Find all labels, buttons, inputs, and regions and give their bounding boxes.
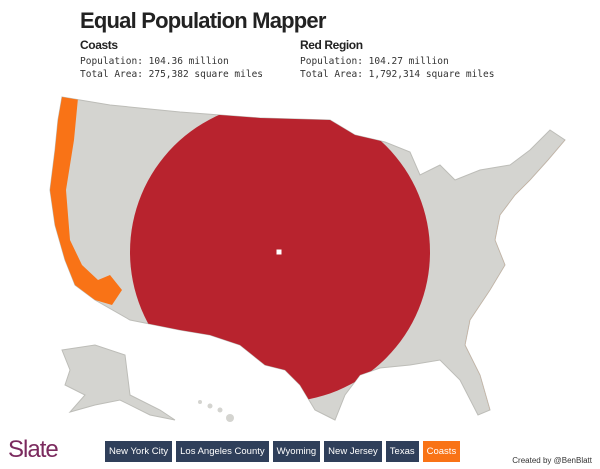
preset-button[interactable]: Wyoming: [272, 441, 321, 462]
area: Total Area: 1,792,314 square miles: [300, 69, 495, 80]
area: Total Area: 275,382 square miles: [80, 69, 264, 80]
logo[interactable]: Slate: [8, 436, 59, 463]
preset-button[interactable]: Los Angeles County: [176, 441, 269, 462]
panel-name: Coasts: [80, 38, 118, 52]
coasts-panel: Coasts Population: 104.36 million Total …: [80, 38, 263, 81]
panel-name: Red Region: [300, 38, 363, 52]
red-panel: Red Region Population: 104.27 million To…: [300, 38, 494, 81]
preset-button[interactable]: Coasts: [422, 441, 461, 462]
hawaii: [198, 400, 234, 422]
population: Population: 104.27 million: [300, 56, 449, 67]
button-bar: New York City Los Angeles County Wyoming…: [105, 441, 461, 462]
preset-button[interactable]: New York City: [105, 441, 173, 462]
population: Population: 104.36 million: [80, 56, 229, 67]
credit: Created by @BenBlatt: [512, 456, 592, 465]
preset-button[interactable]: Texas: [385, 441, 419, 462]
title: Equal Population Mapper: [80, 8, 326, 33]
alaska: [61, 344, 176, 421]
us-map: [49, 96, 566, 422]
preset-button[interactable]: New Jersey: [324, 441, 382, 462]
marker: [275, 248, 283, 256]
